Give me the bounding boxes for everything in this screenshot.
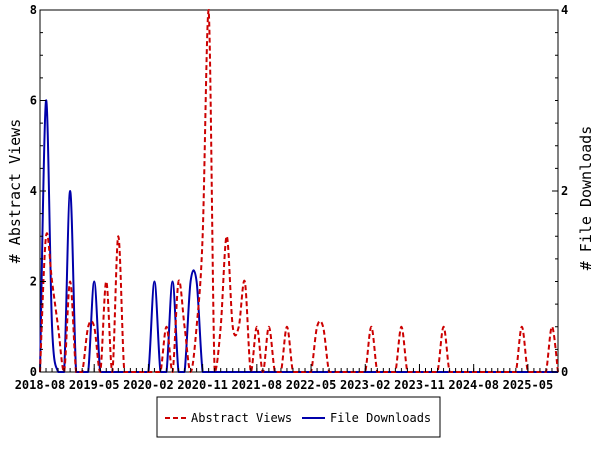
legend: Abstract Views File Downloads [156, 396, 441, 438]
x-tick-label: 2024-08 [448, 378, 499, 392]
x-tick-label: 2021-08 [232, 378, 283, 392]
legend-label-abstract-views: Abstract Views [191, 411, 292, 425]
x-tick-label: 2020-02 [123, 378, 174, 392]
ticks-layer: 2018-08 2019-05 2020-02 2020-11 2021-08 2022-… [15, 3, 569, 392]
x-tick-label: 2019-05 [69, 378, 120, 392]
y-right-axis-title: # File Downloads [577, 126, 595, 271]
series-line-abstract-views [39, 8, 559, 374]
y-left-tick-label: 2 [30, 275, 37, 289]
x-tick-label: 2020-11 [177, 378, 228, 392]
legend-box [156, 396, 441, 438]
x-tick-label: 2023-11 [394, 378, 445, 392]
x-tick-label: 2023-02 [340, 378, 391, 392]
y-left-axis-title: # Abstract Views [6, 119, 24, 264]
x-tick-label: 2025-05 [503, 378, 554, 392]
y-right-tick-label: 4 [561, 3, 568, 17]
legend-label-file-downloads: File Downloads [330, 411, 431, 425]
y-right-tick-label: 2 [561, 184, 568, 198]
y-left-tick-label: 6 [30, 94, 37, 108]
x-tick-label: 2022-05 [286, 378, 337, 392]
y-left-tick-label: 4 [30, 184, 37, 198]
plot-area [39, 9, 559, 373]
y-right-tick-label: 0 [561, 365, 568, 379]
y-left-tick-label: 0 [30, 365, 37, 379]
y-left-tick-label: 8 [30, 3, 37, 17]
x-tick-label: 2018-08 [15, 378, 66, 392]
